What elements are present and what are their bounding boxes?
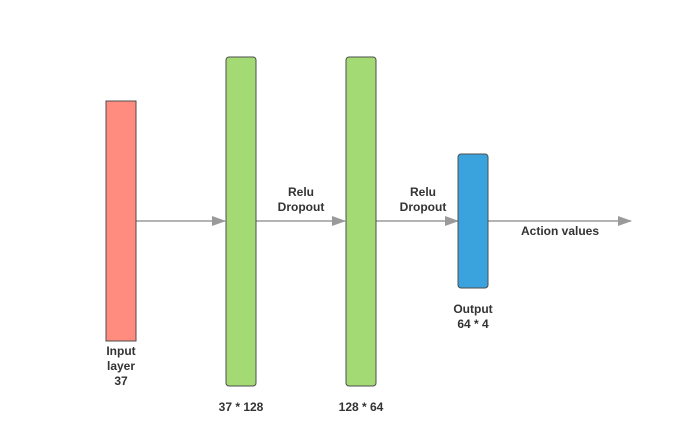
input-layer-label-line1: Input	[106, 344, 136, 358]
connection-2-label-line1: Relu	[409, 185, 436, 199]
connection-1-label: Relu Dropout	[261, 185, 341, 215]
connection-1-label-line2: Dropout	[277, 200, 325, 214]
connection-1-label-line1: Relu	[287, 185, 314, 199]
connection-2-label: Relu Dropout	[383, 185, 463, 215]
input-layer-block	[105, 100, 137, 342]
output-layer-label-line1: Output	[453, 302, 493, 316]
hidden-layer-1-label: 37 * 128	[218, 400, 264, 414]
input-layer-label-line3: 37	[114, 374, 128, 388]
output-layer-label-line2: 64 * 4	[457, 317, 489, 331]
output-layer-label: Output 64 * 4	[433, 302, 513, 332]
hidden-layer-1-block	[225, 56, 257, 387]
action-values-label: Action values	[520, 224, 600, 238]
hidden-layer-2-label: 128 * 64	[338, 400, 384, 414]
output-layer-block	[457, 153, 489, 289]
input-layer-label: Input layer 37	[91, 344, 151, 389]
hidden-layer-2-block	[345, 56, 377, 387]
input-layer-label-line2: layer	[106, 359, 136, 373]
connection-2-label-line2: Dropout	[399, 200, 447, 214]
